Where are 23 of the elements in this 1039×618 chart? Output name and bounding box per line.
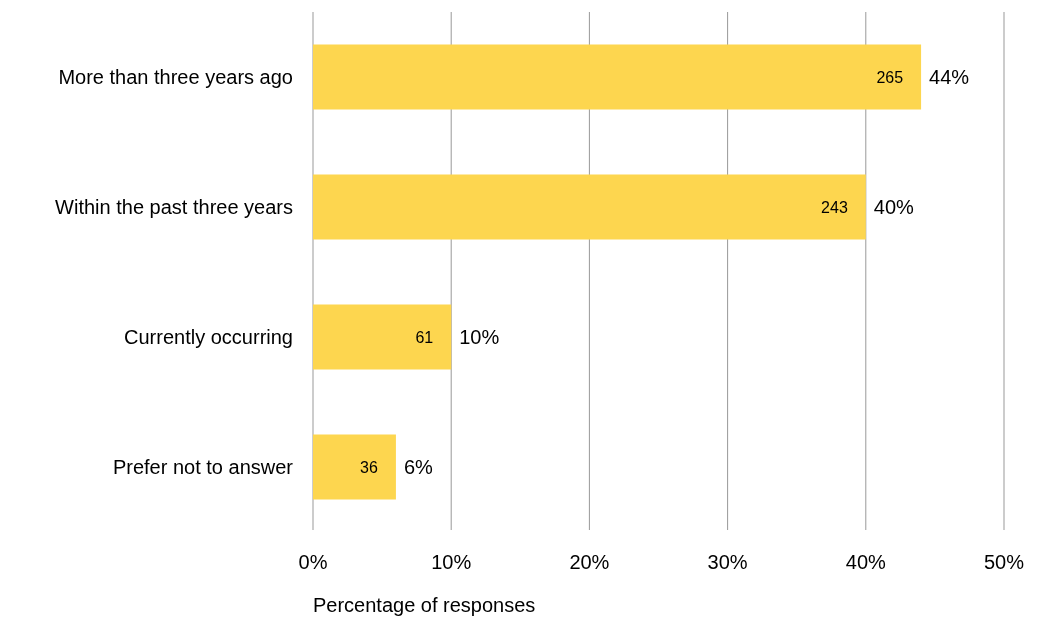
annotation: 36 [360,458,379,476]
x-tick-label: 50% [983,551,1025,573]
bar [313,434,396,500]
x-tick-label: 10% [431,551,472,573]
bar [313,304,452,370]
x-tick-label: 20% [569,551,610,573]
y-tick-label: Within the past three years [55,196,293,218]
y-tick-label: Prefer not to answer [112,456,294,478]
x-tick-label: 30% [707,551,748,573]
data-label: 6% [403,456,434,478]
y-tick-label: Currently occurring [124,326,293,348]
annotation: 243 [821,198,848,216]
x-tick-label: 0% [298,551,328,573]
y-tick-label: More than three years ago [58,66,293,88]
x-tick-label: 40% [845,551,887,573]
bar [313,44,922,110]
data-label: 10% [459,326,500,348]
annotation: 61 [415,328,434,346]
annotation: 265 [876,68,904,86]
bar [313,174,866,240]
data-label: 40% [873,196,915,218]
x-axis-title: Percentage of responses [313,594,536,616]
data-label: 44% [929,66,970,88]
